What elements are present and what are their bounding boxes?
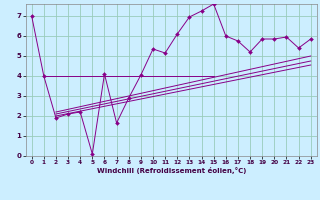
X-axis label: Windchill (Refroidissement éolien,°C): Windchill (Refroidissement éolien,°C) <box>97 167 246 174</box>
